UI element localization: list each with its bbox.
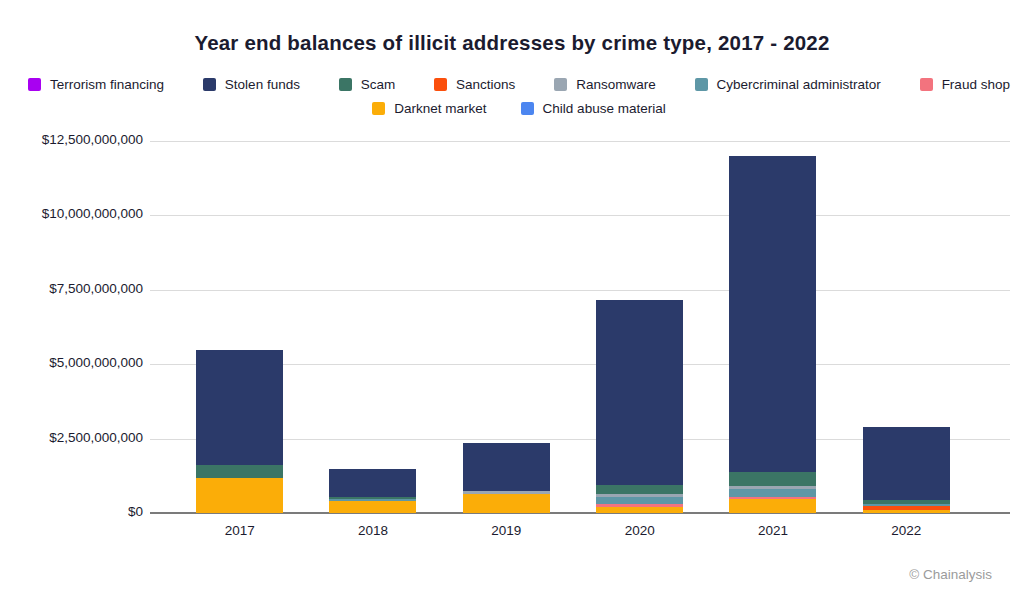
bar-segment-darknet-market-2018	[329, 501, 416, 513]
bar-segment-cybercriminal-administrator-2022	[863, 504, 950, 506]
y-axis-tick-label: $2,500,000,000	[0, 430, 143, 445]
bar-segment-darknet-market-2019	[463, 494, 550, 513]
bar-segment-darknet-market-2022	[863, 510, 950, 513]
bar-segment-fraud-shop-2020	[596, 504, 683, 507]
source-attribution: © Chainalysis	[909, 567, 992, 582]
bar-segment-stolen-funds-2017	[196, 350, 283, 465]
bar-segment-scam-2018	[329, 497, 416, 499]
bar-segment-cybercriminal-administrator-2021	[729, 489, 816, 497]
x-axis-tick-label: 2018	[306, 523, 439, 538]
bar-segment-fraud-shop-2021	[729, 497, 816, 500]
bar-segment-scam-2021	[729, 472, 816, 486]
bar-segment-ransomware-2019	[463, 491, 550, 494]
x-axis-tick-label: 2022	[840, 523, 973, 538]
bar-segment-scam-2022	[863, 500, 950, 504]
x-axis-tick-label: 2021	[706, 523, 839, 538]
y-axis-tick-label: $12,500,000,000	[0, 132, 143, 147]
bar-segment-cybercriminal-administrator-2018	[329, 499, 416, 501]
y-axis-tick-label: $7,500,000,000	[0, 281, 143, 296]
bar-segment-darknet-market-2020	[596, 507, 683, 513]
chart: Year end balances of illicit addresses b…	[0, 0, 1024, 603]
bar-segment-ransomware-2021	[729, 486, 816, 489]
plot-area: $0 $2,500,000,000 $5,000,000,000 $7,500,000…	[0, 0, 1024, 603]
bar-segment-stolen-funds-2020	[596, 300, 683, 485]
bar-segment-stolen-funds-2022	[863, 427, 950, 500]
bar-segment-scam-2020	[596, 485, 683, 494]
gridline	[150, 215, 1010, 216]
bar-segment-darknet-market-2017	[196, 478, 283, 513]
x-axis-tick-label: 2017	[173, 523, 306, 538]
y-axis-tick-label: $5,000,000,000	[0, 355, 143, 370]
x-axis-tick-label: 2020	[573, 523, 706, 538]
bar-segment-cybercriminal-administrator-2020	[596, 497, 683, 504]
bar-segment-scam-2017	[196, 465, 283, 478]
bar-segment-stolen-funds-2019	[463, 443, 550, 491]
y-axis-tick-label: $10,000,000,000	[0, 206, 143, 221]
bar-segment-stolen-funds-2018	[329, 469, 416, 497]
bar-segment-ransomware-2020	[596, 494, 683, 497]
bar-segment-stolen-funds-2021	[729, 156, 816, 472]
gridline	[150, 290, 1010, 291]
y-axis-tick-label: $0	[0, 504, 143, 519]
bar-segment-darknet-market-2021	[729, 499, 816, 513]
x-axis-tick-label: 2019	[440, 523, 573, 538]
bar-segment-sanctions-2022	[863, 506, 950, 510]
gridline	[150, 141, 1010, 142]
